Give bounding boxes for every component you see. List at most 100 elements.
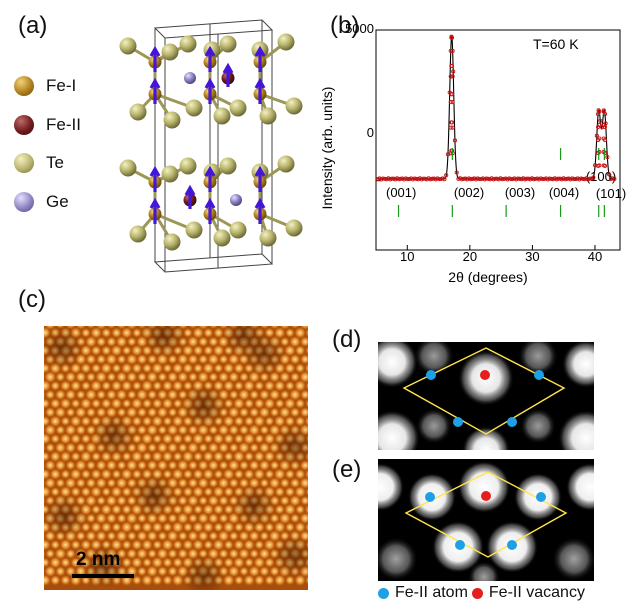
te-atom xyxy=(179,35,197,53)
fe2-vacancy-marker xyxy=(481,491,491,501)
legend-fe2-label: Fe-II xyxy=(46,115,81,134)
spin-arrow-icon xyxy=(149,77,161,104)
legend-te: Te xyxy=(14,153,64,173)
ytick-5000: 5000 xyxy=(345,21,374,36)
data-point xyxy=(448,125,453,130)
ge-ball-icon xyxy=(14,192,34,212)
te-ball-icon xyxy=(14,153,34,173)
data-point xyxy=(448,74,453,79)
te-atom xyxy=(161,43,179,61)
data-point xyxy=(597,149,602,155)
reflection-002: (002) xyxy=(454,185,484,200)
fe2-vacancy-marker xyxy=(480,370,490,380)
data-point xyxy=(448,48,453,53)
data-point xyxy=(450,100,455,105)
te-atom xyxy=(229,99,247,117)
spin-arrow-icon xyxy=(222,62,234,87)
legend-te-label: Te xyxy=(46,153,64,172)
fe2-atom-marker xyxy=(426,370,436,380)
fe2-atom-dot-icon xyxy=(378,587,389,599)
simulated-image-d xyxy=(378,342,594,450)
y-axis-label: Intensity (arb. units) xyxy=(319,87,335,210)
xtick-20: 20 xyxy=(463,249,477,264)
marker-legend: Fe-II atom Fe-II vacancy xyxy=(378,584,585,602)
data-point xyxy=(597,136,602,141)
reflection-004: (004) xyxy=(549,185,579,200)
data-point xyxy=(450,74,455,79)
data-point xyxy=(454,170,459,175)
fe2-atom-legend-label: Fe-II atom xyxy=(395,584,468,601)
spin-arrow-icon xyxy=(149,197,161,224)
data-point xyxy=(452,138,458,143)
fe1-ball-icon xyxy=(14,76,34,96)
fe2-atom-marker xyxy=(425,492,435,502)
spin-arrow-icon xyxy=(204,197,216,224)
spin-arrow-icon xyxy=(204,45,216,72)
te-atom xyxy=(119,37,137,55)
data-point xyxy=(451,69,456,74)
te-atom xyxy=(185,221,203,239)
fe2-atom-marker xyxy=(534,370,544,380)
data-point xyxy=(448,100,453,105)
fe2-atom-marker xyxy=(455,540,465,550)
te-atom xyxy=(129,225,147,243)
te-atom xyxy=(213,229,231,247)
data-point xyxy=(607,172,612,177)
xtick-40: 40 xyxy=(588,249,602,264)
panel-label-b: (b) xyxy=(330,12,360,39)
panel-label-e: (e) xyxy=(332,456,362,483)
spin-arrow-icon xyxy=(204,165,216,192)
te-atom xyxy=(285,97,303,115)
legend-fe1: Fe-I xyxy=(14,76,76,96)
fe2-atom-marker xyxy=(507,417,517,427)
data-point xyxy=(598,118,603,123)
te-atom xyxy=(277,155,295,173)
spin-arrow-icon xyxy=(149,45,161,72)
xtick-30: 30 xyxy=(525,249,539,264)
spin-arrow-icon xyxy=(149,165,161,192)
reflection-labels: (001) (002) (003) (004) (100) (101) xyxy=(386,169,626,201)
data-point xyxy=(612,176,617,182)
te-atom xyxy=(229,221,247,239)
te-atom xyxy=(163,111,181,129)
atom-set xyxy=(119,33,303,251)
te-atom xyxy=(285,219,303,237)
data-point xyxy=(450,125,455,130)
data-point xyxy=(449,35,455,40)
fe2-atom-marker xyxy=(536,492,546,502)
te-atom xyxy=(179,157,197,175)
data-point xyxy=(591,175,596,180)
data-point xyxy=(444,173,449,178)
scale-bar-label: 2 nm xyxy=(76,549,121,570)
legend-ge: Ge xyxy=(14,192,69,212)
data-point xyxy=(610,176,615,181)
crystal-structure xyxy=(119,19,303,273)
data-point xyxy=(602,150,608,156)
reflection-003: (003) xyxy=(505,185,535,200)
spin-arrow-icon xyxy=(254,77,266,104)
fe2-atom-marker xyxy=(507,540,517,550)
te-atom xyxy=(219,157,237,175)
te-atom xyxy=(259,107,277,125)
te-atom xyxy=(119,159,137,177)
reflection-101: (101) xyxy=(596,186,626,201)
plot-frame xyxy=(375,29,621,251)
te-atom xyxy=(219,35,237,53)
data-point xyxy=(442,177,447,182)
data-point xyxy=(602,137,608,143)
data-point xyxy=(450,48,455,53)
spin-arrow-icon xyxy=(184,184,196,209)
te-atom xyxy=(161,165,179,183)
fit-curve xyxy=(376,35,615,180)
data-point xyxy=(449,92,455,97)
temperature-annotation: T=60 K xyxy=(533,36,579,52)
scale-bar xyxy=(72,574,134,578)
x-axis-label: 2θ (degrees) xyxy=(448,269,527,285)
x-tick-labels: 10 20 30 40 xyxy=(400,249,602,264)
data-point xyxy=(605,155,610,160)
xtick-10: 10 xyxy=(400,249,414,264)
fe2-vacancy-dot-icon xyxy=(471,587,483,599)
data-point xyxy=(594,133,599,138)
data-point xyxy=(602,163,608,168)
ytick-0: 0 xyxy=(367,125,374,140)
